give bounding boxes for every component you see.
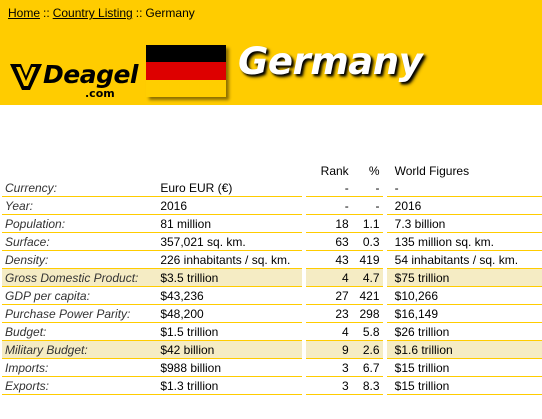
table-row: Purchase Power Parity: $48,200 23 298 $16,14…	[2, 304, 542, 323]
row-label: Gross Domestic Product:	[2, 268, 158, 287]
row-world-figure: $75 trillion	[386, 268, 542, 287]
row-world-figure: 2016	[386, 196, 542, 215]
row-world-figure: 54 inhabitants / sq. km.	[386, 250, 542, 269]
flag-stripe-red	[146, 62, 226, 80]
row-world-figure: $15 trillion	[386, 376, 542, 395]
row-rank: 23	[306, 304, 352, 323]
row-rank: 9	[306, 340, 352, 359]
row-rank: 18	[306, 214, 352, 233]
table-row: Imports: $988 billion 3 6.7 $15 trillion	[2, 358, 542, 377]
row-world-figure: $10,266	[386, 286, 542, 305]
header-banner: Home:: Country Listing:: Germany Deagel .c…	[0, 0, 542, 105]
table-row: Density: 226 inhabitants / sq. km. 43 419 54…	[2, 250, 542, 269]
table-row: GDP per capita: $43,236 27 421 $10,266	[2, 286, 542, 305]
row-rank: -	[306, 179, 352, 197]
table-row: Currency: Euro EUR (€) - - -	[2, 179, 542, 197]
row-percent: 419	[351, 250, 383, 269]
row-percent: 0.3	[351, 232, 383, 251]
breadcrumb-country-listing-link[interactable]: Country Listing	[52, 6, 133, 20]
table-row: Military Budget: $42 billion 9 2.6 $1.6 tril…	[2, 340, 542, 359]
row-label: Budget:	[2, 322, 158, 341]
table-row: Surface: 357,021 sq. km. 63 0.3 135 million …	[2, 232, 542, 251]
row-label: GDP per capita:	[2, 286, 158, 305]
row-label: Density:	[2, 250, 158, 269]
deagel-logo-icon	[10, 64, 42, 90]
row-value: Euro EUR (€)	[157, 179, 303, 197]
row-value: $42 billion	[157, 340, 303, 359]
header-rank: Rank	[320, 163, 349, 178]
row-percent: 5.8	[351, 322, 383, 341]
row-label: Purchase Power Parity:	[2, 304, 158, 323]
table-row: Exports: $1.3 trillion 3 8.3 $15 trillion	[2, 376, 542, 395]
breadcrumb: Home:: Country Listing:: Germany	[8, 6, 195, 20]
table-row: Year: 2016- -2016	[2, 196, 542, 215]
row-percent: 421	[351, 286, 383, 305]
row-percent: 6.7	[351, 358, 383, 377]
row-label: Surface:	[2, 232, 158, 251]
country-stats-table: Rank % World Figures Currency: Euro EUR (…	[2, 162, 542, 395]
table-header-row: Rank % World Figures	[2, 162, 542, 179]
header-value	[157, 162, 302, 179]
row-value: $1.5 trillion	[157, 322, 303, 341]
row-label: Currency:	[2, 179, 158, 197]
header-percent: %	[368, 163, 380, 178]
table-row: Budget: $1.5 trillion 4 5.8 $26 trillion	[2, 322, 542, 341]
logo-wordmark: Deagel	[43, 60, 139, 89]
row-value: $48,200	[157, 304, 303, 323]
row-label: Exports:	[2, 376, 158, 395]
row-rank: 3	[306, 358, 352, 377]
table-row: Gross Domestic Product: $3.5 trillion 4 4.7…	[2, 268, 542, 287]
flag-stripe-black	[146, 45, 226, 63]
row-world-figure: $1.6 trillion	[386, 340, 542, 359]
row-value: 81 million	[157, 214, 303, 233]
row-value: 357,021 sq. km.	[157, 232, 303, 251]
row-rank: 43	[306, 250, 352, 269]
row-rank: 3	[306, 376, 352, 395]
row-value: 226 inhabitants / sq. km.	[157, 250, 303, 269]
header-world-figures: World Figures	[394, 163, 470, 178]
row-world-figure: $26 trillion	[386, 322, 542, 341]
row-percent: 298	[351, 304, 383, 323]
header-label	[2, 162, 157, 179]
row-label: Year:	[2, 196, 158, 215]
row-world-figure: -	[386, 179, 542, 197]
row-percent: -	[351, 179, 383, 197]
row-percent: 8.3	[351, 376, 383, 395]
row-value: $43,236	[157, 286, 303, 305]
row-label: Military Budget:	[2, 340, 158, 359]
row-rank: 27	[306, 286, 352, 305]
row-value: $1.3 trillion	[157, 376, 303, 395]
row-world-figure: 135 million sq. km.	[386, 232, 542, 251]
breadcrumb-separator: ::	[43, 6, 50, 20]
germany-flag-icon	[146, 45, 226, 97]
flag-stripe-gold	[146, 79, 226, 97]
row-percent: -	[351, 196, 383, 215]
row-rank: 4	[306, 268, 352, 287]
row-percent: 1.1	[351, 214, 383, 233]
table-row: Population: 81 million 18 1.1 7.3 billion	[2, 214, 542, 233]
row-label: Population:	[2, 214, 158, 233]
breadcrumb-home-link[interactable]: Home	[8, 6, 41, 20]
row-percent: 4.7	[351, 268, 383, 287]
row-percent: 2.6	[351, 340, 383, 359]
deagel-logo[interactable]: Deagel .com	[10, 60, 140, 102]
row-value: $988 billion	[157, 358, 303, 377]
page-title: Germany	[238, 40, 423, 83]
breadcrumb-current: Germany	[145, 6, 195, 20]
row-world-figure: $15 trillion	[386, 358, 542, 377]
row-value: $3.5 trillion	[157, 268, 303, 287]
breadcrumb-separator: ::	[135, 6, 143, 20]
row-rank: -	[306, 196, 352, 215]
logo-domain: .com	[85, 87, 115, 100]
row-rank: 4	[306, 322, 352, 341]
row-world-figure: $16,149	[386, 304, 542, 323]
row-rank: 63	[306, 232, 352, 251]
row-value: 2016	[157, 196, 303, 215]
row-label: Imports:	[2, 358, 158, 377]
row-world-figure: 7.3 billion	[386, 214, 542, 233]
